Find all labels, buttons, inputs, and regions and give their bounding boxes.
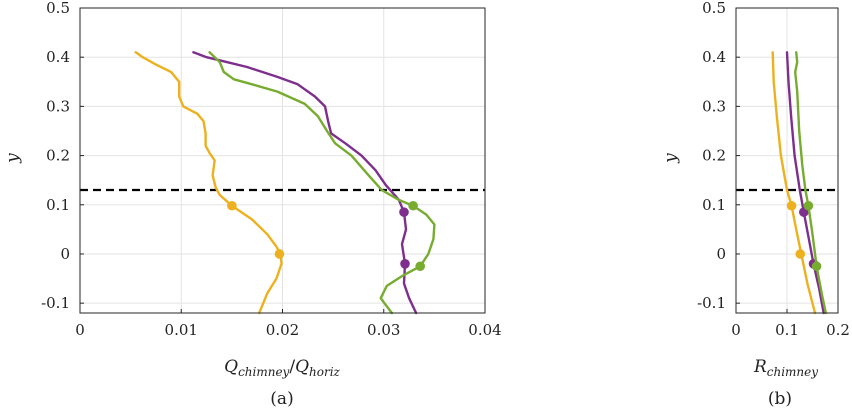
y-tick-label: 0.3 — [702, 97, 726, 115]
x-tick-label: 0.01 — [165, 321, 198, 339]
x-tick-label: 0.1 — [775, 321, 799, 339]
series-1-marker — [786, 200, 797, 211]
y-tick-label: 0.5 — [46, 0, 70, 17]
y-ticks-b: -0.1 0 0.1 0.2 0.3 0.4 0.5 — [697, 0, 740, 312]
x-axis-label-a: Qchimney/Qhoriz — [224, 357, 340, 379]
x-tick-label: 0.03 — [367, 321, 400, 339]
series-group-a — [134, 51, 436, 315]
x-ticks-a: 0 0.01 0.02 0.03 0.04 — [75, 309, 502, 339]
x-tick-label: 0.2 — [826, 321, 850, 339]
series-line-1 — [771, 51, 817, 315]
caption-a: (a) — [270, 389, 293, 409]
series-3-marker — [811, 261, 822, 272]
series-3-marker — [408, 200, 418, 211]
grid-a — [79, 7, 486, 313]
y-tick-label: 0.4 — [702, 48, 726, 66]
y-tick-label: 0 — [716, 245, 726, 263]
x-tick-label: 0.02 — [266, 321, 299, 339]
series-2-marker — [400, 259, 410, 269]
y-tick-label: 0.2 — [702, 147, 726, 165]
y-tick-label: -0.1 — [697, 294, 726, 312]
series-2-marker — [399, 207, 409, 217]
series-group-b — [771, 51, 827, 315]
x-tick-label: 0 — [731, 321, 741, 339]
series-1-marker — [795, 249, 806, 259]
y-tick-label: 0.2 — [46, 147, 70, 165]
y-tick-label: 0.1 — [702, 196, 726, 214]
series-3-marker — [415, 261, 426, 272]
x-tick-label: 0.04 — [468, 321, 501, 339]
series-1-marker — [227, 200, 237, 211]
series-line-2 — [785, 51, 825, 315]
x-tick-label: 0 — [75, 321, 85, 339]
caption-b: (b) — [768, 389, 792, 409]
y-tick-label: 0.5 — [702, 0, 726, 17]
y-tick-label: 0.1 — [46, 196, 70, 214]
y-tick-label: -0.1 — [41, 294, 70, 312]
series-3-marker — [803, 200, 814, 211]
panel-b: 0 0.1 0.2 -0.100.10.20.30.40.5 y Rchimney … — [661, 0, 850, 409]
x-axis-label-b: Rchimney — [753, 357, 818, 379]
y-tick-label: 0.3 — [46, 97, 70, 115]
x-ticks-b: 0 0.1 0.2 — [731, 309, 850, 339]
series-line-2 — [192, 51, 418, 315]
y-axis-label-a: y — [3, 153, 23, 164]
panel-a: 0 0.01 0.02 0.03 0.04 -0.1 0 0.1 0.2 0.3 0.4 0.5 y… — [3, 0, 502, 409]
y-tick-label: 0.4 — [46, 48, 70, 66]
series-1-marker — [274, 249, 285, 259]
y-tick-label: 0 — [60, 245, 70, 263]
y-ticks-a: -0.1 0 0.1 0.2 0.3 0.4 0.5 — [41, 0, 84, 312]
y-axis-label-b: y — [661, 153, 681, 164]
